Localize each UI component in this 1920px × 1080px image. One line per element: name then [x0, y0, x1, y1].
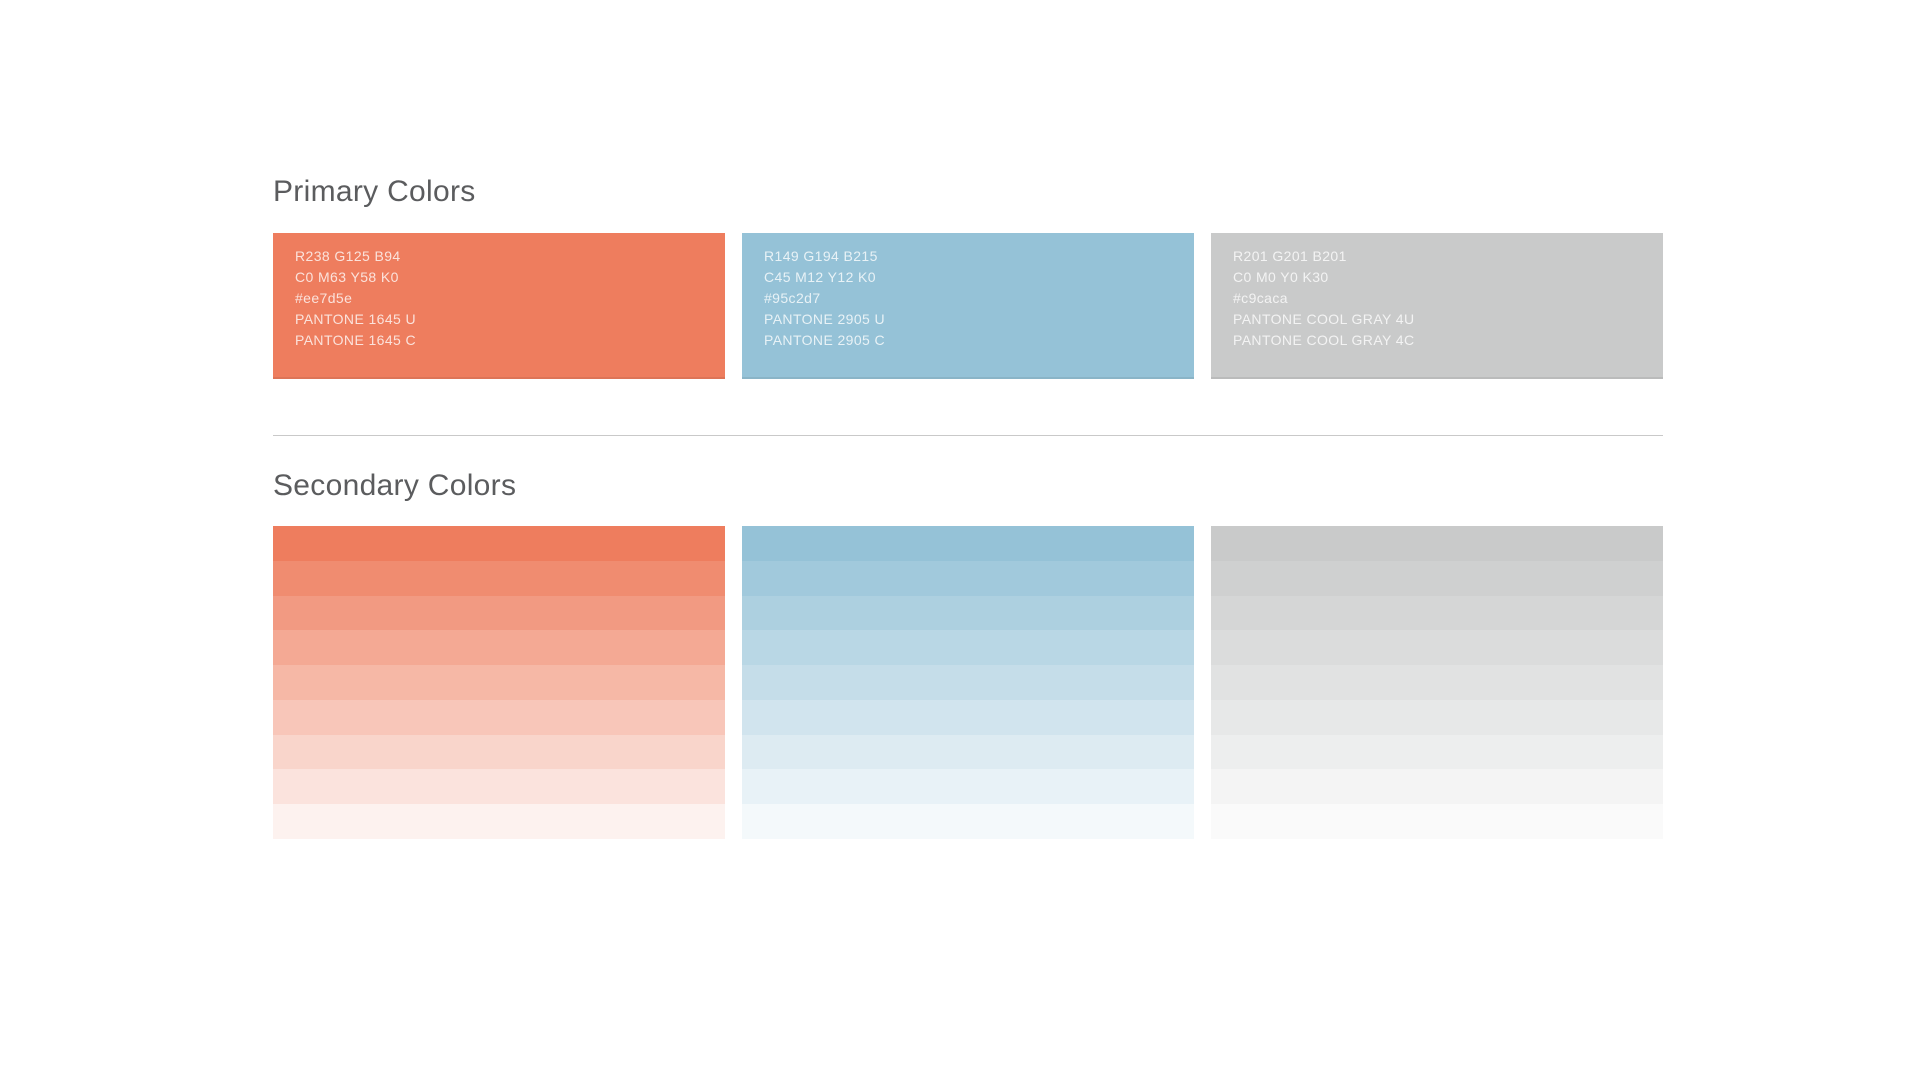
tint-band: [273, 665, 725, 700]
swatch-spec-line: #ee7d5e: [295, 290, 353, 306]
tint-band: [273, 630, 725, 666]
swatch-spec-line: PANTONE COOL GRAY 4C: [1233, 332, 1415, 348]
tint-band: [1211, 699, 1663, 735]
swatch-spec-line: PANTONE 2905 C: [764, 332, 886, 348]
tint-band: [273, 804, 725, 840]
tint-band: [1211, 769, 1663, 805]
tint-band: [742, 804, 1194, 840]
tint-band: [273, 734, 725, 770]
tint-band: [273, 595, 725, 631]
tint-band: [742, 595, 1194, 631]
secondary-ramp-gray-tints: [1211, 526, 1663, 840]
secondary-ramp-orange-tints: [273, 526, 725, 840]
primary-swatch-blue: R149 G194 B215 C45 M12 Y12 K0 #95c2d7 PANTO…: [742, 233, 1194, 379]
tint-band: [742, 769, 1194, 805]
tint-band: [742, 665, 1194, 700]
swatch-spec-line: #c9caca: [1233, 290, 1288, 306]
secondary-ramp-blue-tints: [742, 526, 1194, 840]
primary-swatch-row: R238 G125 B94 C0 M63 Y58 K0 #ee7d5e PANTONE…: [273, 233, 1663, 379]
tint-band: [273, 769, 725, 805]
section-divider: [273, 435, 1663, 436]
tint-band: [1211, 560, 1663, 596]
swatch-spec-line: PANTONE COOL GRAY 4U: [1233, 311, 1415, 327]
swatch-spec-line: PANTONE 2905 U: [764, 311, 886, 327]
tint-band: [742, 560, 1194, 596]
brand-color-guide: Primary Colors R238 G125 B94 C0 M63 Y58 K…: [273, 0, 1663, 840]
tint-band: [1211, 734, 1663, 770]
secondary-ramp-row: [273, 526, 1663, 840]
swatch-spec-line: #95c2d7: [764, 290, 821, 306]
tint-band: [273, 526, 725, 561]
secondary-colors-heading: Secondary Colors: [273, 469, 517, 502]
tint-band: [273, 560, 725, 596]
tint-band: [742, 699, 1194, 735]
swatch-spec-line: C45 M12 Y12 K0: [764, 269, 876, 285]
swatch-spec-line: R238 G125 B94: [295, 248, 401, 264]
primary-swatch-cool-gray: R201 G201 B201 C0 M0 Y0 K30 #c9caca PANTONE…: [1211, 233, 1663, 379]
tint-band: [742, 526, 1194, 561]
swatch-spec-line: PANTONE 1645 C: [295, 332, 417, 348]
swatch-spec-line: C0 M63 Y58 K0: [295, 269, 399, 285]
swatch-spec-line: R201 G201 B201: [1233, 248, 1347, 264]
tint-band: [273, 699, 725, 735]
primary-colors-heading: Primary Colors: [273, 175, 476, 208]
swatch-spec-line: R149 G194 B215: [764, 248, 878, 264]
primary-swatch-orange: R238 G125 B94 C0 M63 Y58 K0 #ee7d5e PANTONE…: [273, 233, 725, 379]
tint-band: [742, 630, 1194, 666]
swatch-spec-line: C0 M0 Y0 K30: [1233, 269, 1329, 285]
swatch-spec-line: PANTONE 1645 U: [295, 311, 417, 327]
tint-band: [1211, 804, 1663, 840]
tint-band: [1211, 526, 1663, 561]
tint-band: [1211, 665, 1663, 700]
tint-band: [1211, 595, 1663, 631]
tint-band: [1211, 630, 1663, 666]
tint-band: [742, 734, 1194, 770]
